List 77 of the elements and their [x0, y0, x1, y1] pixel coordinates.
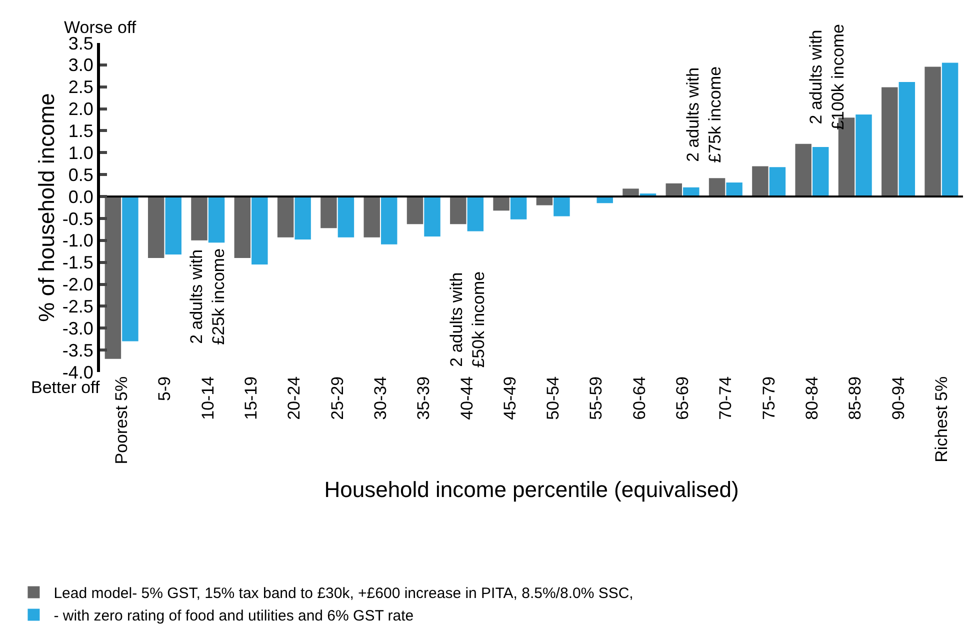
x-tick-label: Richest 5%	[932, 376, 951, 462]
bar	[294, 196, 311, 240]
bar	[406, 196, 424, 224]
bar	[726, 182, 742, 197]
bar	[536, 196, 553, 206]
y-tick-label: -1.5	[62, 252, 94, 273]
y-tick-label: -3.5	[62, 340, 94, 360]
bar	[191, 196, 208, 240]
x-tick-label: 15-19	[242, 376, 261, 420]
y-tick-label: -2.5	[62, 296, 94, 316]
legend-label: Lead model- 5% GST, 15% tax band to £30k, +£600 increase in PITA, 8.5%/8.0% SSC,	[54, 585, 634, 602]
bar	[856, 114, 872, 197]
bar	[812, 146, 829, 197]
x-tick-label: 60-64	[630, 376, 649, 420]
bar	[769, 167, 786, 197]
x-tick-label: 40-44	[457, 376, 476, 420]
y-tick-label: -3.0	[62, 318, 94, 338]
bar	[752, 166, 768, 197]
x-tick-label: 10-14	[198, 376, 218, 420]
bar	[234, 196, 251, 258]
bar	[467, 196, 484, 232]
bar	[424, 196, 440, 236]
annotation: 2 adults with £100k income	[806, 24, 848, 130]
bar	[708, 178, 726, 197]
x-axis-title: Household income percentile (equivalised)	[324, 477, 739, 502]
x-tick-label: 20-24	[284, 376, 304, 420]
x-tick-label: 70-74	[716, 376, 736, 420]
bar	[795, 144, 812, 197]
x-tick-label: 25-29	[328, 376, 347, 420]
bar	[924, 66, 941, 197]
y-tick-label: 2.0	[68, 99, 94, 120]
x-tick-label: 90-94	[888, 376, 908, 420]
x-tick-label: 45-49	[500, 376, 520, 420]
bar	[320, 196, 337, 228]
x-tick-label: 5-9	[155, 376, 174, 401]
bar	[252, 196, 268, 265]
bar	[622, 188, 639, 197]
bar	[666, 183, 682, 197]
y-tick-label: 1.0	[68, 142, 94, 163]
x-tick-label: 85-89	[846, 376, 865, 420]
x-tick-label: 65-69	[673, 376, 692, 420]
y-tick-label: -0.5	[62, 208, 94, 229]
bar	[510, 196, 527, 220]
bar	[882, 87, 898, 197]
y-tick-label: -1.0	[62, 230, 94, 251]
bar	[165, 196, 182, 254]
y-tick-label: -2.0	[62, 274, 94, 295]
annotation: 2 adults with £75k income	[683, 66, 724, 163]
x-tick-label: 75-79	[759, 376, 778, 420]
annotation: 2 adults with £25k income	[186, 248, 228, 345]
bar	[493, 196, 510, 211]
x-tick-label: 35-39	[414, 376, 434, 420]
y-tick-label: 0.5	[68, 164, 94, 185]
y-axis-title: % of household income	[34, 93, 60, 322]
y-tick-label: 0.0	[68, 186, 94, 207]
bar	[122, 196, 138, 342]
y-tick-label: 2.5	[68, 77, 94, 98]
y-tick-label: 3.0	[68, 55, 94, 76]
bar	[338, 196, 354, 238]
x-tick-label: 50-54	[544, 376, 563, 420]
x-tick-label: Poorest 5%	[112, 376, 132, 464]
bar	[380, 196, 398, 244]
bar	[898, 82, 916, 197]
legend-label: - with zero rating of food and utilities and 6% GST rate	[54, 608, 414, 625]
bar	[450, 196, 466, 224]
y-tick-label: 1.5	[68, 121, 94, 142]
bar	[942, 62, 958, 197]
annotation: 2 adults with £50k income	[446, 271, 488, 368]
bar	[554, 196, 570, 216]
bar	[277, 196, 294, 238]
bar	[148, 196, 164, 258]
bar	[364, 196, 380, 238]
x-tick-label: 30-34	[370, 376, 390, 420]
x-tick-label: 55-59	[586, 376, 606, 420]
bar	[208, 196, 225, 243]
bar	[104, 196, 122, 359]
x-tick-label: 80-84	[802, 376, 822, 420]
